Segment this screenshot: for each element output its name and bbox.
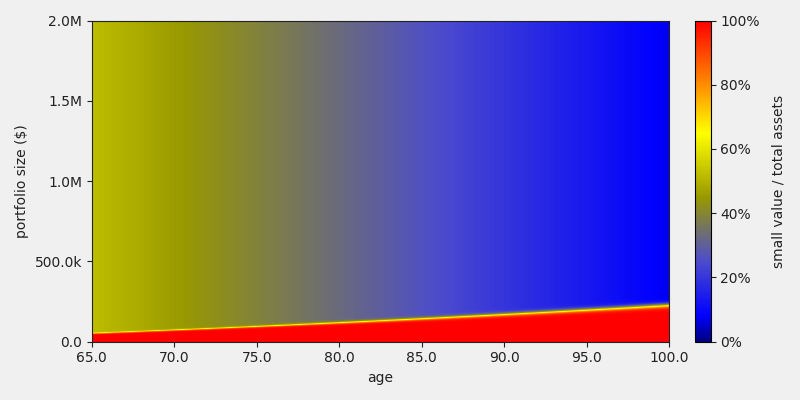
X-axis label: age: age (368, 371, 394, 385)
Y-axis label: portfolio size ($): portfolio size ($) (15, 124, 29, 238)
Y-axis label: small value / total assets: small value / total assets (771, 94, 785, 268)
